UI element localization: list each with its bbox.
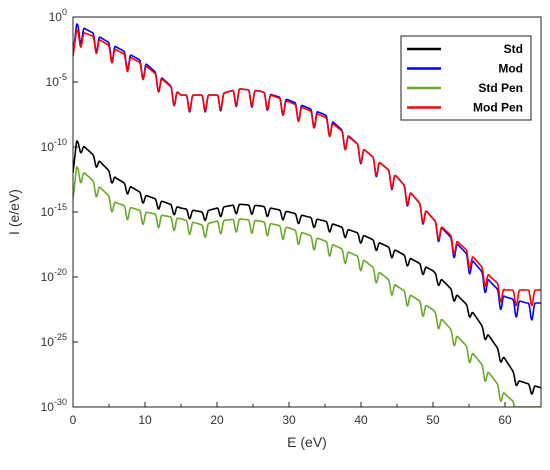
legend: Std Mod Std Pen Mod Pen: [400, 35, 532, 121]
legend-label: Std Pen: [478, 81, 523, 95]
x-tick-label: 10: [138, 413, 152, 427]
y-tick-base: 10: [46, 75, 60, 89]
y-tick-exponent: -25: [54, 332, 67, 342]
y-tick-exponent: -30: [54, 397, 67, 407]
y-tick-exponent: -15: [54, 202, 67, 212]
x-tick-label: 20: [210, 413, 224, 427]
y-tick-base: 10: [41, 205, 55, 219]
legend-label: Std: [504, 42, 523, 56]
y-tick-label: 10-5: [46, 72, 67, 89]
y-tick-label: 10-30: [41, 397, 67, 414]
legend-label: Mod: [498, 62, 523, 76]
y-axis-label: I (e/eV): [6, 189, 22, 235]
x-tick-label: 50: [426, 413, 440, 427]
y-tick-base: 10: [41, 335, 55, 349]
series-layer: [73, 23, 541, 407]
legend-label: Mod Pen: [473, 101, 523, 115]
y-tick-exponent: 0: [62, 7, 67, 17]
y-tick-base: 10: [41, 270, 55, 284]
y-tick-label: 10-15: [41, 202, 67, 219]
x-axis: 0 10 20 30 40 50 60: [70, 402, 512, 427]
y-tick-exponent: -10: [54, 137, 67, 147]
y-tick-label: 10-25: [41, 332, 67, 349]
x-tick-label: 40: [354, 413, 368, 427]
x-tick-label: 0: [70, 413, 77, 427]
x-axis-label: E (eV): [287, 434, 327, 450]
y-tick-base: 10: [41, 140, 55, 154]
y-tick-base: 10: [49, 10, 63, 24]
y-tick-exponent: -5: [59, 72, 67, 82]
x-tick-label: 30: [282, 413, 296, 427]
y-tick-label: 10-10: [41, 137, 67, 154]
y-tick-base: 10: [41, 400, 55, 414]
series-line-mod-pen: [73, 29, 541, 307]
series-line-mod: [73, 23, 541, 321]
y-tick-label: 10-20: [41, 267, 67, 284]
y-tick-exponent: -20: [54, 267, 67, 277]
x-tick-label: 60: [498, 413, 512, 427]
series-line-std: [73, 140, 541, 395]
series-line-std-pen: [73, 166, 541, 407]
y-tick-label: 100: [49, 7, 67, 24]
